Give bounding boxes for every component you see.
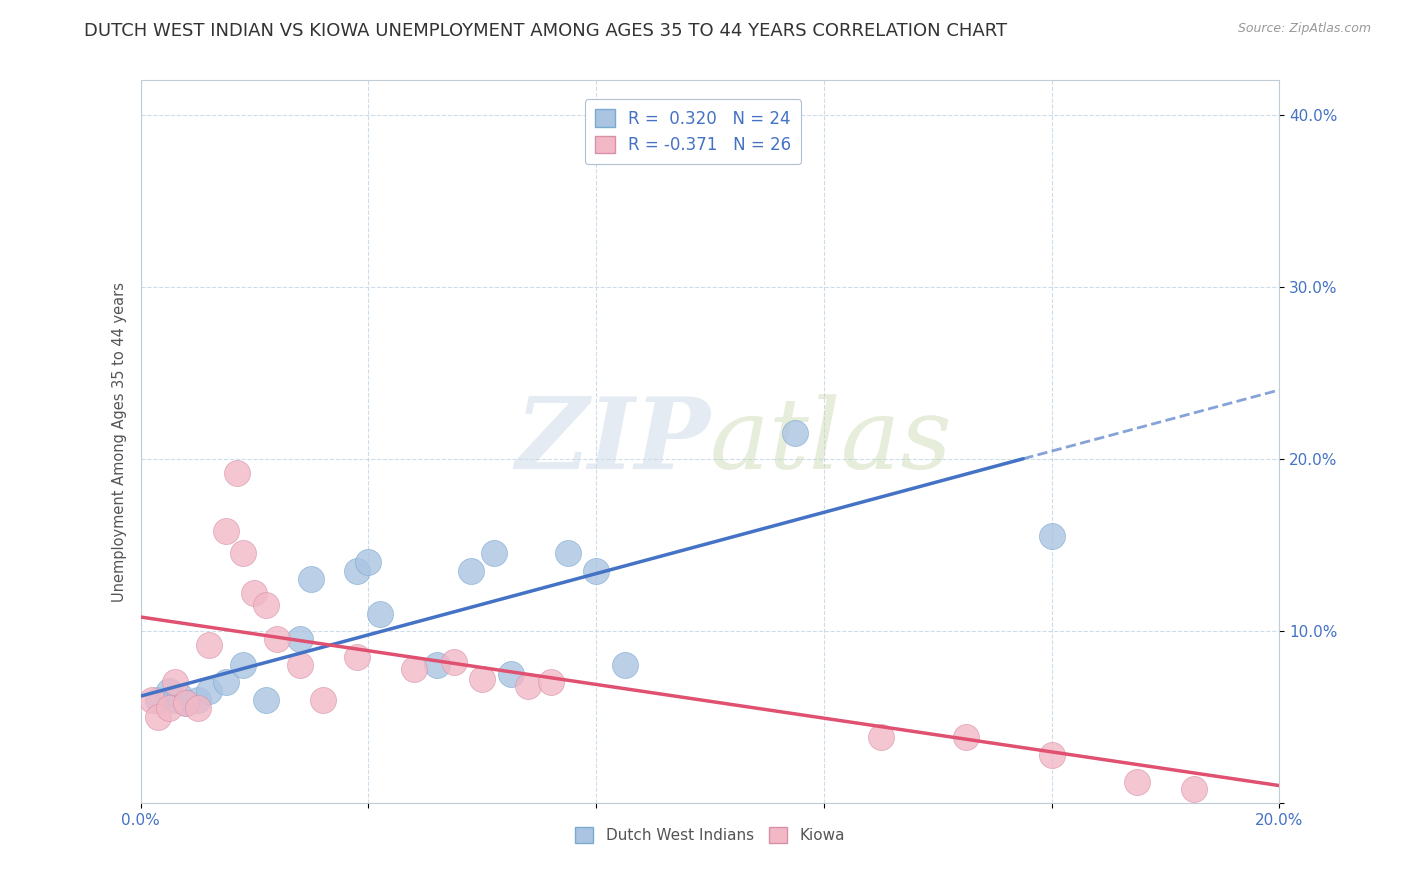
Point <box>613 658 636 673</box>
Point <box>243 586 266 600</box>
Point <box>186 692 209 706</box>
Point <box>146 710 169 724</box>
Point <box>174 696 197 710</box>
Point <box>402 662 425 676</box>
Point <box>955 731 977 745</box>
Text: atlas: atlas <box>710 394 953 489</box>
Point <box>1182 782 1205 797</box>
Text: Source: ZipAtlas.com: Source: ZipAtlas.com <box>1237 22 1371 36</box>
Point <box>254 692 277 706</box>
Point <box>1040 747 1063 762</box>
Point <box>426 658 449 673</box>
Text: DUTCH WEST INDIAN VS KIOWA UNEMPLOYMENT AMONG AGES 35 TO 44 YEARS CORRELATION CH: DUTCH WEST INDIAN VS KIOWA UNEMPLOYMENT … <box>84 22 1008 40</box>
Point <box>540 675 562 690</box>
Y-axis label: Unemployment Among Ages 35 to 44 years: Unemployment Among Ages 35 to 44 years <box>111 282 127 601</box>
Point <box>368 607 391 621</box>
Point <box>186 701 209 715</box>
Point <box>163 692 186 706</box>
Point <box>198 684 221 698</box>
Point <box>1126 775 1149 789</box>
Point <box>266 632 288 647</box>
Point <box>254 598 277 612</box>
Point <box>785 425 807 440</box>
Point <box>146 692 169 706</box>
Point <box>198 638 221 652</box>
Legend: Dutch West Indians, Kiowa: Dutch West Indians, Kiowa <box>569 822 851 849</box>
Point <box>174 696 197 710</box>
Point <box>232 546 254 560</box>
Point <box>357 555 380 569</box>
Point <box>288 632 311 647</box>
Point <box>169 689 191 703</box>
Point <box>460 564 482 578</box>
Point <box>499 666 522 681</box>
Point <box>232 658 254 673</box>
Point <box>226 466 249 480</box>
Point <box>870 731 893 745</box>
Point <box>301 572 323 586</box>
Point <box>482 546 505 560</box>
Point <box>163 675 186 690</box>
Point <box>215 675 238 690</box>
Point <box>141 692 163 706</box>
Point <box>346 649 368 664</box>
Point <box>471 672 494 686</box>
Point <box>157 684 180 698</box>
Point <box>443 655 465 669</box>
Point <box>312 692 335 706</box>
Point <box>585 564 607 578</box>
Point <box>516 679 538 693</box>
Point <box>157 701 180 715</box>
Point <box>288 658 311 673</box>
Point <box>346 564 368 578</box>
Point <box>1040 529 1063 543</box>
Point <box>215 524 238 538</box>
Text: ZIP: ZIP <box>515 393 710 490</box>
Point <box>557 546 579 560</box>
